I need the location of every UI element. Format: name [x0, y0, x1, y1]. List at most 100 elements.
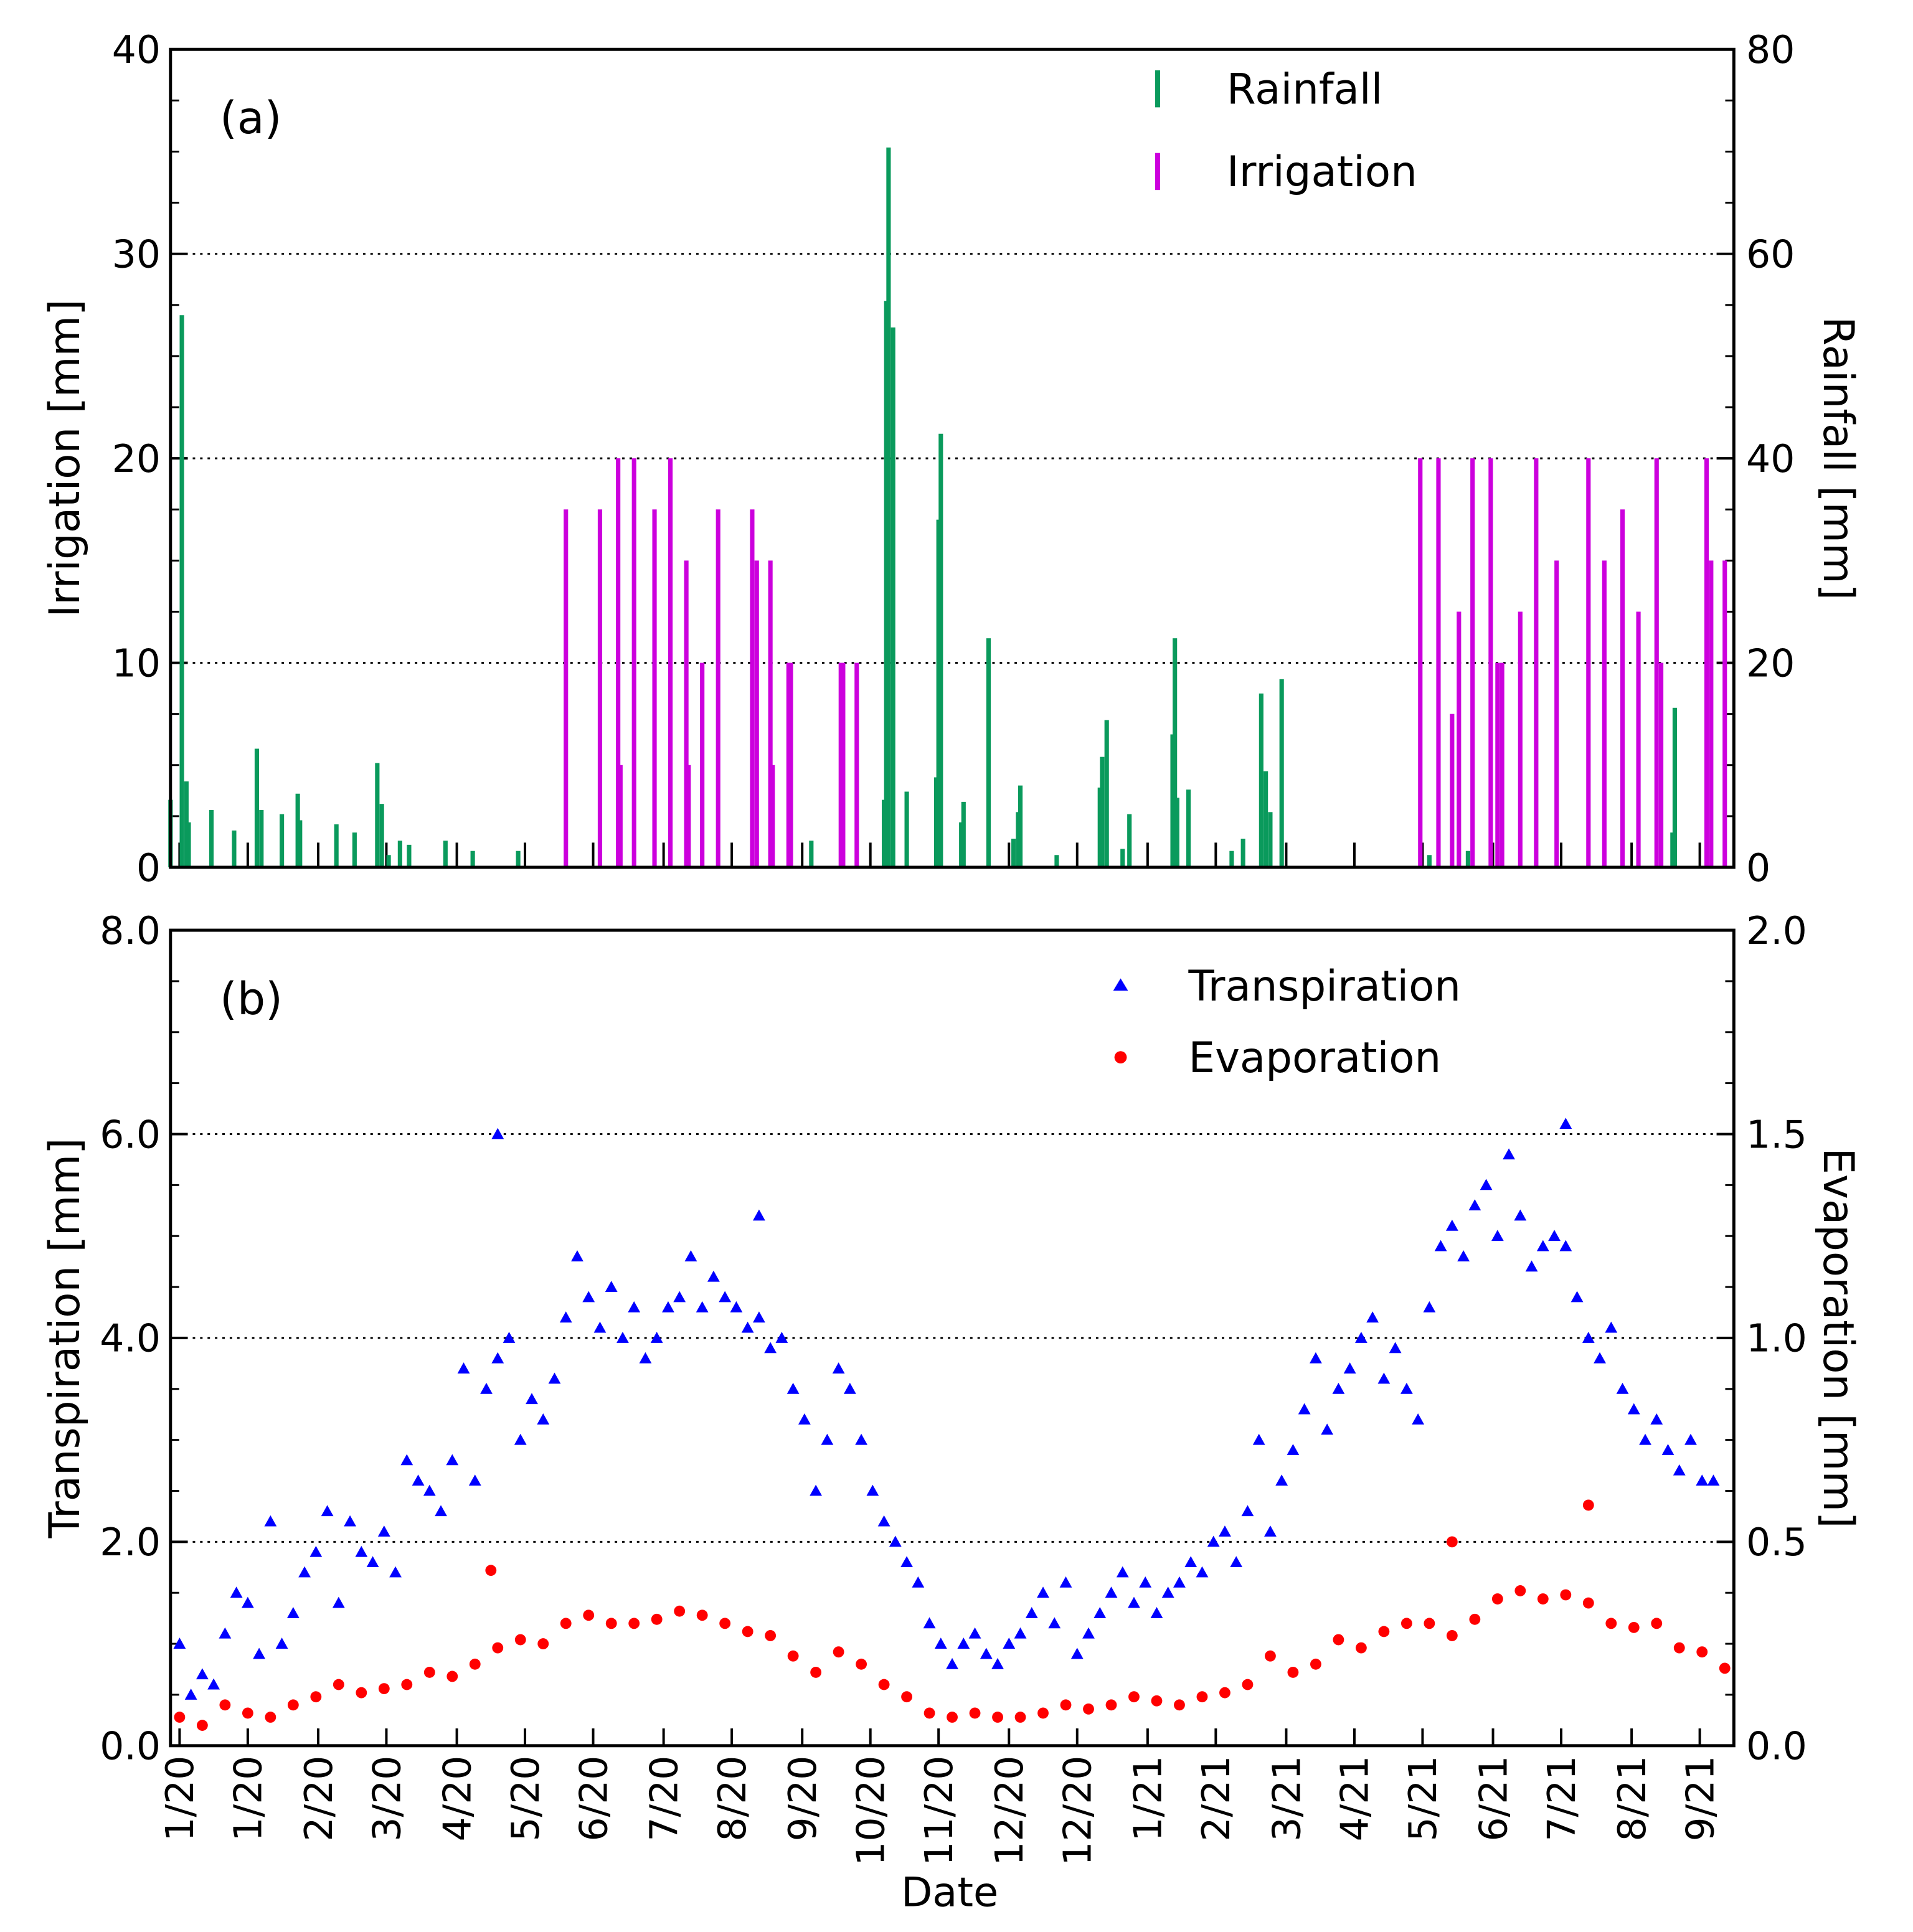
point-evaporation: [1673, 1642, 1685, 1654]
point-evaporation: [378, 1683, 390, 1695]
point-transpiration: [673, 1291, 686, 1303]
bar-rainfall: [809, 841, 814, 867]
legend-swatch-rainfall: [1155, 70, 1160, 108]
bar-irrigation: [597, 509, 603, 867]
point-evaporation: [310, 1691, 322, 1703]
bar-rainfall: [1259, 693, 1264, 867]
point-evaporation: [1491, 1593, 1503, 1605]
point-evaporation: [583, 1609, 595, 1621]
x-tick-label: 11/20: [917, 1756, 961, 1866]
point-evaporation: [901, 1691, 913, 1703]
point-evaporation: [810, 1667, 822, 1678]
x-tick-label: 6/21: [1471, 1756, 1516, 1842]
point-evaporation: [947, 1712, 958, 1723]
point-transpiration: [253, 1647, 266, 1659]
point-transpiration: [1048, 1617, 1061, 1629]
point-evaporation: [628, 1618, 640, 1629]
point-transpiration: [1571, 1291, 1584, 1303]
legend-label-transpiration: Transpiration: [1188, 961, 1461, 1011]
point-transpiration: [1105, 1586, 1118, 1598]
point-transpiration: [1389, 1342, 1402, 1354]
point-transpiration: [810, 1484, 823, 1496]
point-evaporation: [1219, 1687, 1230, 1699]
point-evaporation: [265, 1712, 276, 1723]
bar-rainfall: [1173, 638, 1178, 867]
point-transpiration: [1616, 1382, 1629, 1394]
point-transpiration: [503, 1332, 516, 1343]
bar-irrigation: [841, 662, 846, 867]
point-transpiration: [1457, 1250, 1470, 1261]
point-transpiration: [377, 1525, 390, 1537]
point-evaporation: [833, 1646, 844, 1658]
bar-irrigation: [1654, 458, 1659, 867]
point-transpiration: [1491, 1230, 1504, 1242]
y-tick-label: 20: [112, 437, 161, 481]
point-evaporation: [1628, 1621, 1640, 1633]
point-evaporation: [1310, 1658, 1321, 1670]
point-evaporation: [1083, 1703, 1094, 1715]
x-tick-label: 8/21: [1610, 1756, 1655, 1842]
bar-rainfall: [386, 855, 391, 867]
point-transpiration: [1025, 1607, 1038, 1618]
point-transpiration: [537, 1413, 550, 1425]
bar-rainfall: [959, 822, 964, 867]
y-tick-label-right: 60: [1746, 232, 1795, 276]
point-transpiration: [207, 1678, 220, 1690]
point-evaporation: [1424, 1618, 1435, 1629]
point-transpiration: [991, 1657, 1004, 1669]
bar-irrigation: [1518, 611, 1523, 867]
bar-rainfall: [1229, 851, 1234, 867]
x-tick-label: 5/20: [504, 1756, 548, 1842]
point-evaporation: [1401, 1618, 1412, 1629]
bar-rainfall: [1672, 707, 1678, 867]
point-transpiration: [389, 1566, 402, 1578]
x-tick-label: 9/20: [781, 1756, 825, 1842]
point-evaporation: [1651, 1618, 1663, 1629]
point-transpiration: [684, 1250, 697, 1261]
bar-irrigation: [618, 765, 623, 867]
bar-irrigation: [1488, 458, 1493, 867]
x-tick-label: 12/20: [988, 1756, 1032, 1866]
point-transpiration: [1184, 1556, 1197, 1568]
y-tick-label: 30: [112, 232, 161, 276]
bar-irrigation: [684, 560, 689, 867]
bar-irrigation: [668, 458, 673, 867]
bar-irrigation: [652, 509, 657, 867]
bar-irrigation: [1709, 560, 1714, 867]
point-transpiration: [1661, 1444, 1674, 1455]
point-transpiration: [298, 1566, 311, 1578]
point-transpiration: [230, 1586, 243, 1598]
point-transpiration: [707, 1270, 720, 1282]
point-transpiration: [491, 1352, 504, 1364]
bar-irrigation: [768, 560, 773, 867]
point-transpiration: [741, 1321, 754, 1333]
point-transpiration: [400, 1454, 413, 1466]
point-evaporation: [219, 1699, 231, 1711]
point-evaporation: [742, 1626, 753, 1637]
point-transpiration: [1377, 1372, 1391, 1384]
y-axis-label-right: Rainfall [mm]: [1814, 316, 1863, 600]
point-evaporation: [1469, 1613, 1481, 1625]
point-evaporation: [969, 1707, 981, 1719]
point-transpiration: [730, 1301, 743, 1312]
point-evaporation: [856, 1658, 867, 1670]
point-evaporation: [1014, 1712, 1026, 1723]
point-transpiration: [1582, 1332, 1595, 1343]
x-tick-label: 8/20: [711, 1756, 755, 1842]
x-tick-label: 1/20: [158, 1756, 202, 1842]
bar-rainfall: [179, 315, 184, 867]
point-transpiration: [1400, 1382, 1413, 1394]
point-transpiration: [1434, 1240, 1447, 1251]
point-evaporation: [992, 1712, 1003, 1723]
point-transpiration: [662, 1301, 674, 1312]
point-evaporation: [514, 1634, 526, 1646]
bar-irrigation: [631, 458, 636, 867]
point-transpiration: [946, 1657, 958, 1669]
bar-irrigation: [564, 509, 569, 867]
plot-frame: [169, 47, 1736, 869]
point-transpiration: [968, 1627, 981, 1639]
point-transpiration: [1287, 1444, 1300, 1455]
bar-rainfall: [938, 433, 943, 867]
y-tick-label: 0.0: [100, 1725, 161, 1769]
